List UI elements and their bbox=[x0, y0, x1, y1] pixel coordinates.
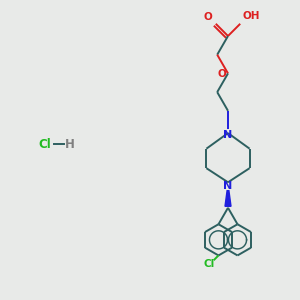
Text: O: O bbox=[217, 69, 226, 79]
Polygon shape bbox=[225, 191, 231, 206]
Text: N: N bbox=[224, 130, 232, 140]
Text: OH: OH bbox=[243, 11, 260, 21]
Text: O: O bbox=[203, 12, 212, 22]
Text: H: H bbox=[65, 137, 74, 151]
Text: Cl: Cl bbox=[204, 259, 215, 269]
Text: N: N bbox=[224, 181, 232, 191]
Text: Cl: Cl bbox=[39, 137, 51, 151]
